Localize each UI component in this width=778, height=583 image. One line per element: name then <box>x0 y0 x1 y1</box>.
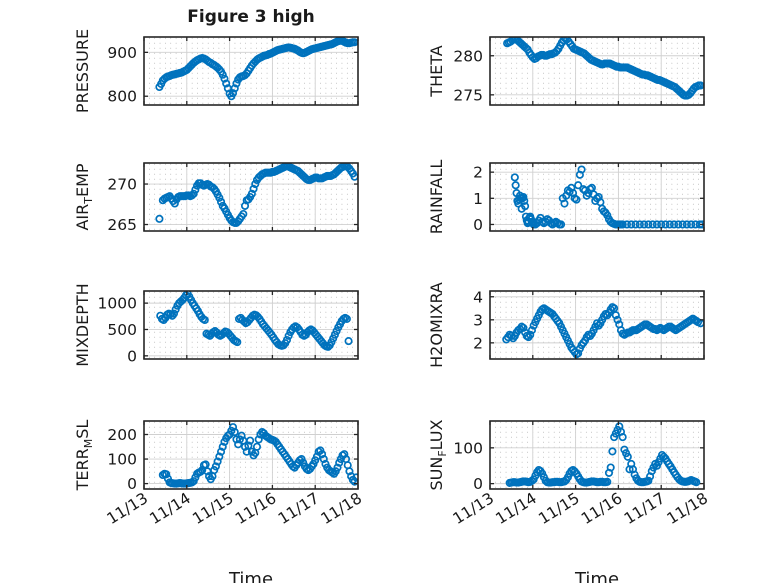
y-axis-label: THETA <box>427 45 446 97</box>
y-tick-labels: 0 500 1000 <box>98 295 137 366</box>
svg-text:RAINFALL: RAINFALL <box>427 160 446 235</box>
major-grid <box>490 291 704 359</box>
y-axis-label: SUNFLUX <box>427 419 449 490</box>
svg-text:MIXDEPTH: MIXDEPTH <box>73 283 92 366</box>
y-axis-label-tail: LUX <box>427 419 446 450</box>
y-tick-labels: 2 3 4 <box>473 288 483 352</box>
tick-marks <box>143 291 359 359</box>
y-tick-label: 0 <box>473 216 483 234</box>
y-axis-label: PRESSURE <box>73 29 92 113</box>
y-tick-labels: 0 1 2 <box>473 164 483 234</box>
y-axis-label-main: H2OMIXRA <box>427 282 446 368</box>
panel-border <box>143 36 359 106</box>
panel-h2omixra: 2 3 4 H2OMIXRA <box>427 282 705 368</box>
minor-grid <box>495 421 700 489</box>
data-series <box>502 303 704 359</box>
tick-marks <box>489 291 705 359</box>
y-tick-label: 3 <box>473 311 483 329</box>
y-axis-label-subscript: F <box>436 450 449 456</box>
y-axis-label-main: MIXDEPTH <box>73 283 92 366</box>
panel-border <box>489 36 705 106</box>
panel-border <box>489 420 705 490</box>
y-tick-labels: 0 100 <box>453 439 483 493</box>
y-tick-label: 200 <box>107 426 137 444</box>
panel-pressure: 800 900 PRESSURE <box>73 29 359 113</box>
y-tick-label: 0 <box>473 475 483 493</box>
data-series <box>503 37 704 100</box>
data-series <box>155 37 358 101</box>
y-tick-label: 0 <box>127 475 137 493</box>
panel-mixdepth: 0 500 1000 MIXDEPTH <box>73 283 359 367</box>
y-tick-label: 280 <box>453 47 483 65</box>
y-tick-label: 265 <box>107 216 137 234</box>
y-tick-label: 2 <box>473 164 483 182</box>
panel-sun_flux: 0100SUNFLUX11/1311/1411/1511/1611/1711/1… <box>427 419 711 583</box>
y-axis-label-main: AIR <box>73 204 92 231</box>
svg-text:AIRTEMP: AIRTEMP <box>73 163 95 230</box>
y-tick-labels: 275 280 <box>453 47 483 104</box>
x-axis-label: Time <box>228 569 273 583</box>
svg-text:THETA: THETA <box>427 45 446 97</box>
y-tick-label: 0 <box>127 347 137 365</box>
minor-grid <box>495 291 700 359</box>
y-tick-label: 275 <box>453 86 483 104</box>
y-tick-label: 1000 <box>98 295 137 313</box>
y-tick-labels: 800 900 <box>107 44 137 106</box>
svg-text:H2OMIXRA: H2OMIXRA <box>427 282 446 368</box>
panel-air_temp: 265 270 AIRTEMP <box>73 162 359 234</box>
tick-marks <box>489 163 705 231</box>
panel-border <box>489 290 705 360</box>
y-tick-label: 1 <box>473 190 483 208</box>
tick-marks <box>143 421 359 489</box>
tick-marks <box>143 163 359 231</box>
x-axis-label: Time <box>574 569 619 583</box>
y-axis-label-subscript: M <box>82 439 95 449</box>
y-tick-label: 4 <box>473 288 483 306</box>
data-series <box>510 165 704 229</box>
data-series <box>505 422 701 487</box>
y-tick-label: 2 <box>473 334 483 352</box>
y-axis-label-subscript: T <box>82 197 95 205</box>
y-axis-label-main: PRESSURE <box>73 29 92 113</box>
tick-marks <box>143 37 359 105</box>
y-axis-label: RAINFALL <box>427 160 446 235</box>
data-series <box>158 423 358 488</box>
y-tick-label: 270 <box>107 176 137 194</box>
y-tick-labels: 265 270 <box>107 176 137 234</box>
panel-border <box>489 162 705 232</box>
panel-border <box>143 162 359 232</box>
y-axis-label-main: THETA <box>427 45 446 97</box>
y-axis-label: AIRTEMP <box>73 163 95 230</box>
y-tick-label: 800 <box>107 88 137 106</box>
svg-text:PRESSURE: PRESSURE <box>73 29 92 113</box>
y-axis-label-main: SUN <box>427 457 446 491</box>
y-axis-label: H2OMIXRA <box>427 282 446 368</box>
y-tick-label: 900 <box>107 44 137 62</box>
y-axis-label-main: RAINFALL <box>427 160 446 235</box>
y-axis-label-main: TERR <box>73 448 92 491</box>
panel-rainfall: 0 1 2 RAINFALL <box>427 160 705 235</box>
svg-text:SUNFLUX: SUNFLUX <box>427 419 449 490</box>
y-tick-label: 100 <box>107 451 137 469</box>
panel-group: 800 900 PRESSURE 275 280 THETA 265 270 AIRTEMP 0 1… <box>73 29 711 583</box>
data-series <box>155 163 358 227</box>
figure-title: Figure 3 high <box>187 7 315 27</box>
y-tick-label: 500 <box>107 321 137 339</box>
major-grid <box>144 37 358 105</box>
y-axis-label: TERRMSL <box>73 420 95 492</box>
y-tick-label: 100 <box>453 439 483 457</box>
panel-theta: 275 280 THETA <box>427 36 705 106</box>
svg-text:TERRMSL: TERRMSL <box>73 420 95 492</box>
tick-marks <box>489 37 705 105</box>
y-axis-label: MIXDEPTH <box>73 283 92 366</box>
data-series <box>156 291 353 351</box>
y-axis-label-tail: EMP <box>73 163 92 197</box>
panel-border <box>143 290 359 360</box>
tick-marks <box>489 421 705 489</box>
panel-border <box>143 420 359 490</box>
y-axis-label-tail: SL <box>73 420 92 439</box>
y-tick-labels: 0 100 200 <box>107 426 137 493</box>
